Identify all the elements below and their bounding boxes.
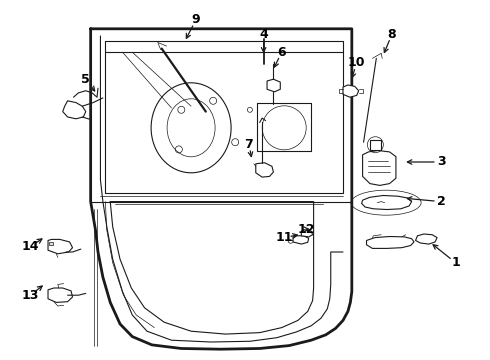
Polygon shape bbox=[363, 150, 396, 185]
Polygon shape bbox=[267, 79, 280, 92]
Text: 2: 2 bbox=[437, 195, 445, 208]
Text: 12: 12 bbox=[298, 223, 316, 236]
Polygon shape bbox=[301, 230, 313, 237]
Polygon shape bbox=[370, 140, 381, 150]
Text: 4: 4 bbox=[259, 28, 268, 41]
Polygon shape bbox=[49, 242, 53, 245]
Text: 11: 11 bbox=[275, 231, 293, 244]
Polygon shape bbox=[367, 237, 414, 248]
Text: 8: 8 bbox=[388, 28, 396, 41]
Text: 6: 6 bbox=[277, 46, 286, 59]
Polygon shape bbox=[48, 239, 73, 254]
Text: 14: 14 bbox=[22, 240, 39, 253]
Polygon shape bbox=[416, 234, 437, 244]
Text: 10: 10 bbox=[348, 57, 366, 69]
Polygon shape bbox=[256, 163, 273, 177]
Text: 5: 5 bbox=[81, 73, 90, 86]
Polygon shape bbox=[343, 85, 359, 97]
Polygon shape bbox=[48, 288, 73, 302]
Text: 3: 3 bbox=[437, 156, 445, 168]
Text: 13: 13 bbox=[22, 289, 39, 302]
Polygon shape bbox=[362, 195, 412, 210]
Polygon shape bbox=[293, 236, 309, 244]
Polygon shape bbox=[63, 101, 86, 119]
Text: 9: 9 bbox=[192, 13, 200, 26]
Text: 1: 1 bbox=[451, 256, 460, 269]
Text: 7: 7 bbox=[245, 138, 253, 150]
